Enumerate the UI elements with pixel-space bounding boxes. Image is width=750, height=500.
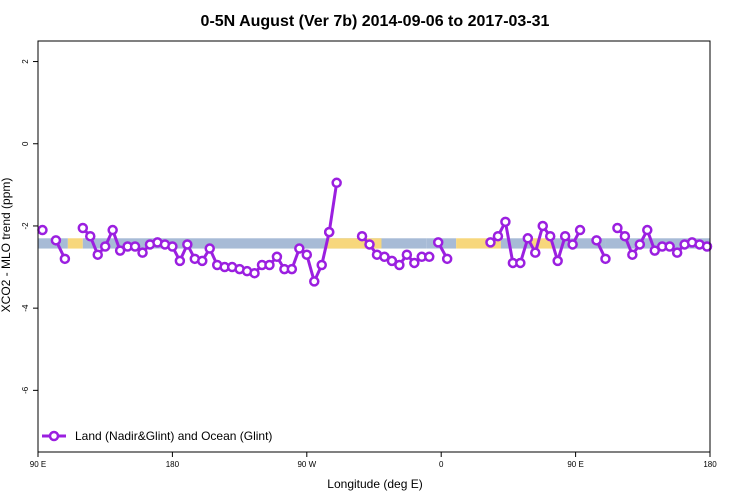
band-segment-land <box>67 238 83 249</box>
band-segment-land <box>326 238 382 249</box>
data-point <box>485 237 496 248</box>
data-point <box>77 222 89 234</box>
band-segment-ocean <box>605 238 710 249</box>
data-point <box>432 237 444 248</box>
chart-title: 0-5N August (Ver 7b) 2014-09-06 to 2017-… <box>201 13 550 30</box>
data-point <box>649 245 660 256</box>
data-point <box>379 251 390 263</box>
data-point <box>567 239 578 250</box>
data-point <box>301 249 313 260</box>
band-segment-land <box>530 238 554 249</box>
data-point <box>701 241 713 252</box>
band-segment-land <box>456 238 501 249</box>
data-point <box>323 226 335 238</box>
data-point <box>137 247 148 258</box>
band-segment-ocean <box>553 238 606 249</box>
legend: Land (Nadir&Glint) and Ocean (Glint) <box>42 429 272 443</box>
data-point <box>364 239 375 250</box>
data-series <box>37 177 713 287</box>
band-segment-ocean <box>500 238 531 249</box>
x-tick-label: 90 W <box>297 460 316 469</box>
data-point <box>612 222 623 234</box>
data-point <box>264 259 275 271</box>
x-tick-label: 180 <box>703 460 717 469</box>
data-point <box>522 233 534 244</box>
data-point <box>204 243 215 254</box>
data-point <box>619 230 631 242</box>
data-point <box>441 253 453 265</box>
data-point <box>50 235 62 246</box>
data-point <box>409 257 420 269</box>
y-tick-label: 0 <box>21 141 30 146</box>
x-axis-label: Longitude (deg E) <box>327 477 422 491</box>
data-point <box>671 247 683 258</box>
data-point <box>85 230 96 242</box>
data-point <box>107 224 118 236</box>
data-point <box>197 255 208 267</box>
x-axis: 90 E 180 90 W 0 90 E 180 <box>30 452 717 469</box>
data-point <box>286 263 298 275</box>
data-point <box>316 259 327 271</box>
data-point <box>401 249 413 260</box>
legend-label: Land (Nadir&Glint) and Ocean (Glint) <box>75 429 272 443</box>
data-point <box>424 251 435 263</box>
y-tick-label: 2 <box>21 59 30 64</box>
data-point <box>492 230 504 242</box>
y-tick-label: -4 <box>21 304 30 312</box>
plot-frame <box>37 40 711 453</box>
data-point <box>591 235 602 246</box>
data-point <box>530 247 541 258</box>
data-point <box>309 276 320 287</box>
data-point <box>537 220 548 232</box>
data-point <box>129 241 141 252</box>
data-point <box>500 216 511 228</box>
data-point <box>59 253 71 265</box>
data-point <box>174 255 186 267</box>
data-point <box>642 224 653 236</box>
data-point <box>182 239 193 250</box>
x-tick-label: 0 <box>439 460 444 469</box>
data-point <box>92 249 103 260</box>
data-point <box>114 245 126 256</box>
data-point <box>634 239 646 250</box>
data-point <box>394 259 405 271</box>
data-point <box>331 177 342 189</box>
band-segment-ocean <box>82 238 427 249</box>
data-point <box>249 267 260 279</box>
data-point <box>515 257 526 269</box>
data-point <box>294 243 305 254</box>
y-axis-label: XCO2 - MLO trend (ppm) <box>0 178 13 313</box>
data-point <box>544 230 556 242</box>
data-point <box>167 241 178 252</box>
data-point <box>627 249 638 260</box>
data-point <box>552 255 563 267</box>
y-tick-label: -2 <box>21 222 30 230</box>
x-tick-label: 90 E <box>30 460 46 469</box>
x-tick-label: 90 E <box>567 460 583 469</box>
data-point <box>664 241 675 252</box>
y-axis: 2 0 -2 -4 -6 <box>21 59 38 394</box>
y-tick-label: -6 <box>21 386 30 394</box>
data-point <box>600 253 611 265</box>
data-point <box>99 241 111 252</box>
data-point <box>386 255 398 267</box>
data-point <box>37 224 48 236</box>
legend-marker-swatch <box>48 430 60 442</box>
x-tick-label: 180 <box>166 460 180 469</box>
series-line <box>327 182 339 233</box>
data-point <box>271 251 283 263</box>
data-point <box>559 230 571 242</box>
data-point <box>356 230 368 242</box>
data-point <box>574 224 586 236</box>
